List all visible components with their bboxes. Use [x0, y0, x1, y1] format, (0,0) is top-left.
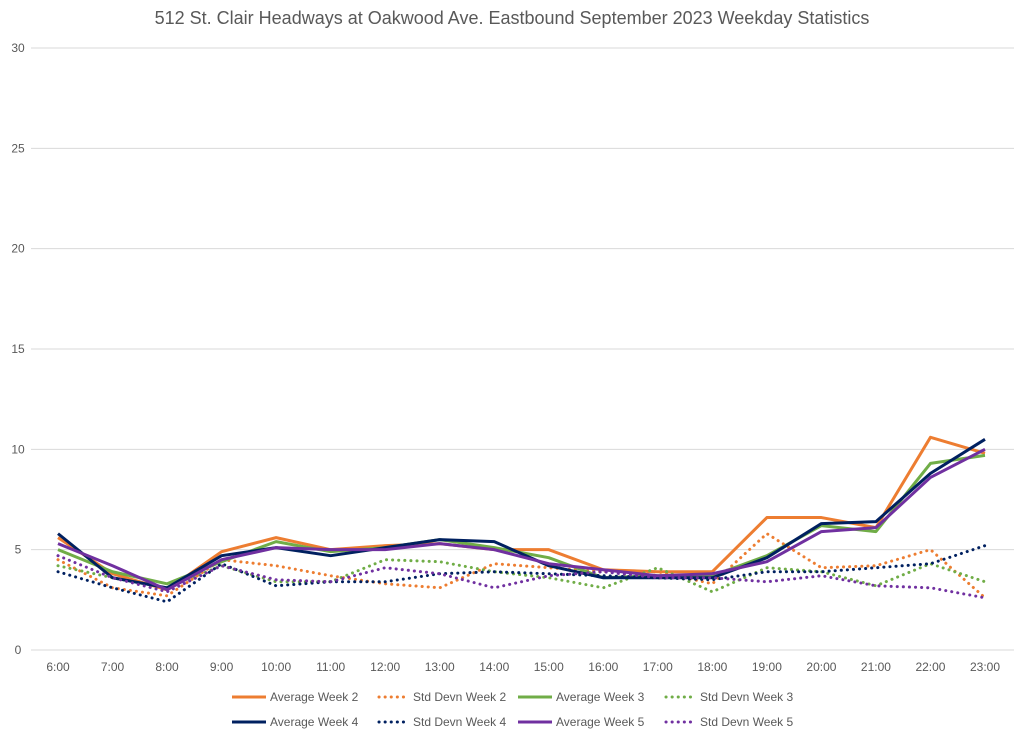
x-tick-label: 11:00	[316, 660, 345, 674]
series-line	[57, 438, 986, 590]
y-axis-ticks: 0 5 10 15 20 25 30	[11, 41, 25, 657]
x-tick-label: 15:00	[534, 660, 564, 674]
x-tick-label: 9:00	[210, 660, 234, 674]
legend-item: Average Week 3	[518, 690, 645, 704]
series-line	[57, 435, 986, 592]
series-average-week-2	[57, 435, 986, 592]
series-std-devn-week-2	[56, 532, 987, 600]
y-tick-label: 15	[11, 342, 25, 356]
x-tick-label: 20:00	[806, 660, 836, 674]
x-tick-label: 19:00	[752, 660, 782, 674]
legend-label: Average Week 2	[270, 690, 359, 704]
x-tick-label: 10:00	[261, 660, 291, 674]
legend-item: Average Week 2	[232, 690, 359, 704]
x-tick-label: 7:00	[101, 660, 125, 674]
x-tick-label: 16:00	[588, 660, 618, 674]
legend: Average Week 2 Std Devn Week 2 Average Wee…	[232, 690, 793, 729]
x-tick-label: 23:00	[970, 660, 1000, 674]
y-tick-label: 25	[11, 141, 25, 155]
legend-label: Std Devn Week 4	[413, 715, 506, 729]
x-tick-label: 8:00	[155, 660, 179, 674]
x-axis-ticks: 6:00 7:00 8:00 9:00 10:00 11:00 12:00 13:00 14:0…	[46, 660, 1000, 674]
x-tick-label: 14:00	[479, 660, 509, 674]
legend-label: Average Week 5	[556, 715, 645, 729]
series-average-week-5	[57, 447, 986, 592]
x-tick-label: 13:00	[425, 660, 455, 674]
legend-item: Average Week 5	[518, 715, 645, 729]
series-line	[56, 532, 987, 600]
y-tick-label: 30	[11, 41, 25, 55]
legend-label: Std Devn Week 3	[700, 690, 793, 704]
series-line	[56, 544, 987, 604]
legend-item: Std Devn Week 5	[664, 715, 793, 729]
chart-title: 512 St. Clair Headways at Oakwood Ave. E…	[155, 8, 870, 28]
series-std-devn-week-4	[56, 544, 987, 604]
x-tick-label: 17:00	[643, 660, 673, 674]
series-std-devn-week-5	[56, 554, 987, 600]
series-line	[57, 447, 986, 592]
x-tick-label: 18:00	[697, 660, 727, 674]
legend-item: Average Week 4	[232, 715, 359, 729]
legend-item: Std Devn Week 4	[377, 715, 506, 729]
series-lines	[56, 435, 987, 604]
x-tick-label: 12:00	[370, 660, 400, 674]
legend-item: Std Devn Week 2	[377, 690, 506, 704]
x-tick-label: 21:00	[861, 660, 891, 674]
y-tick-label: 10	[11, 442, 25, 456]
y-tick-label: 5	[15, 543, 22, 557]
legend-item: Std Devn Week 3	[664, 690, 793, 704]
y-tick-label: 0	[15, 643, 22, 657]
gridlines	[31, 47, 1014, 651]
legend-label: Std Devn Week 2	[413, 690, 506, 704]
y-tick-label: 20	[11, 242, 25, 256]
legend-label: Std Devn Week 5	[700, 715, 793, 729]
x-tick-label: 6:00	[46, 660, 70, 674]
legend-label: Average Week 3	[556, 690, 645, 704]
series-line	[56, 554, 987, 600]
legend-label: Average Week 4	[270, 715, 359, 729]
x-tick-label: 22:00	[915, 660, 945, 674]
